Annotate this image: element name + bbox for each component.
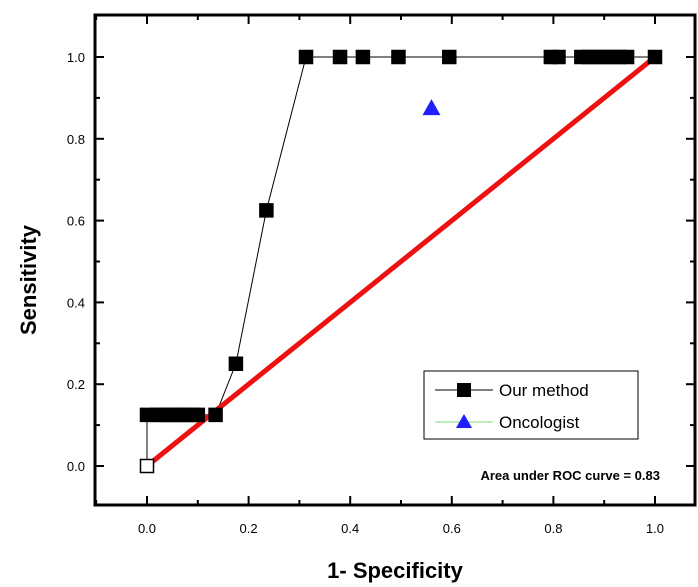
legend-label-our-method: Our method [499, 381, 589, 400]
our-method-point [190, 407, 206, 423]
y-tick-label: 0.8 [67, 132, 85, 147]
reference-diagonal [144, 54, 658, 469]
y-axis-title: Sensitivity [16, 224, 41, 335]
legend-box [423, 370, 639, 440]
x-tick-label: 0.6 [443, 521, 461, 536]
x-tick-label: 1.0 [646, 521, 664, 536]
y-tick-label: 0.6 [67, 214, 85, 229]
legend-label-oncologist: Oncologist [499, 413, 580, 432]
x-tick-label: 0.4 [341, 521, 359, 536]
plot-frame [93, 13, 697, 507]
x-tick-label: 0.2 [240, 521, 258, 536]
y-tick-label: 0.4 [67, 295, 85, 310]
our-method-point [298, 49, 314, 65]
our-method-point [332, 49, 348, 65]
auc-annotation: Area under ROC curve = 0.83 [480, 468, 660, 483]
legend-marker-oncologist [456, 414, 472, 428]
our-method-point [619, 49, 635, 65]
our-method-point [647, 49, 663, 65]
x-axis-title: 1- Specificity [327, 558, 463, 583]
legend-marker-our-method [457, 383, 471, 397]
our-method-point [442, 49, 457, 65]
our-method-point [139, 458, 155, 474]
our-method-point [355, 49, 371, 65]
y-tick-label: 0.0 [67, 459, 85, 474]
legend: Our method Oncologist [423, 370, 639, 440]
our-method-point [551, 49, 566, 65]
our-method-point [259, 203, 274, 218]
y-tick-label: 1.0 [67, 50, 85, 65]
y-tick-label: 0.2 [67, 377, 85, 392]
our-method-point [228, 356, 244, 371]
x-tick-label: 0.0 [138, 521, 156, 536]
oncologist-point [422, 99, 441, 116]
our-method-point [208, 407, 223, 423]
y-tick-labels: 0.0 0.2 0.4 0.6 0.8 1.0 [67, 50, 85, 474]
x-tick-label: 0.8 [544, 521, 562, 536]
our-method-point [391, 49, 406, 65]
x-tick-labels: 0.0 0.2 0.4 0.6 0.8 1.0 [138, 521, 664, 536]
axis-ticks [95, 15, 695, 505]
series-layer [139, 49, 663, 474]
